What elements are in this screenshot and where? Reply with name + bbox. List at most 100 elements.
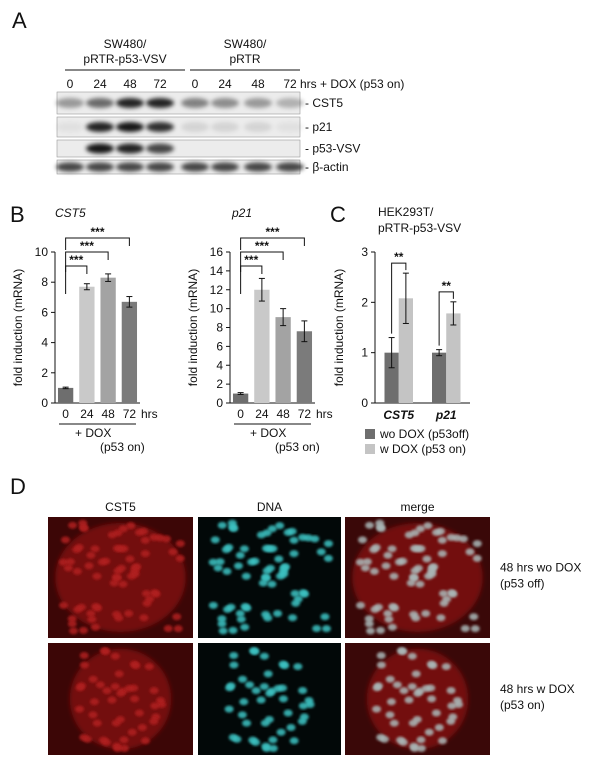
cell [355,558,365,566]
significance-bracket [240,251,284,272]
significance-bracket [65,237,130,250]
cell [411,670,421,678]
cell [172,613,182,621]
cell [75,684,85,692]
x-unit: hrs [316,407,333,421]
cell [268,744,278,752]
significance-label: *** [69,253,83,267]
y-tick-label: 6 [41,305,48,319]
y-axis-label: fold induction (mRNA) [11,269,25,386]
significance-bracket [65,265,88,294]
cell [470,625,480,633]
cell [399,687,409,695]
cell [150,589,160,597]
cell [358,536,368,544]
cell [150,702,160,710]
cell [119,736,129,744]
cell [381,562,391,570]
cell [265,545,275,553]
cell [428,662,438,670]
bar [432,352,447,403]
blot-band [181,122,209,132]
micrograph [48,643,193,755]
blot-strip [56,139,301,158]
lane-label: 48 [123,77,137,91]
cell [412,715,422,723]
x-unit: hrs [141,407,158,421]
cell [131,662,141,670]
cell [140,737,150,745]
blot-band [146,98,174,108]
y-tick-label: 16 [210,245,224,259]
cell [409,573,419,581]
micrograph [345,643,490,755]
cell [107,531,117,539]
blot-band [146,162,174,172]
cell [130,695,140,703]
lane-label: 24 [218,77,232,91]
cell [232,735,242,743]
cell [97,558,107,566]
y-axis-label: fold induction (mRNA) [332,269,346,386]
cell [273,610,283,618]
bar [296,331,313,403]
cell [114,614,124,622]
cell [63,564,73,572]
significance-bracket [391,262,407,334]
cell [293,663,303,671]
cell [238,675,248,683]
cell [411,614,421,622]
cell [233,562,243,570]
chart-title: CST5 [55,206,86,220]
panel-label: C [330,202,346,227]
cell [364,615,374,623]
cell [227,519,237,527]
cell [387,545,397,553]
cell [376,626,386,634]
cell [65,558,75,566]
cell [79,626,89,634]
cell [75,705,85,713]
blot-band [276,122,304,132]
cell [465,548,475,556]
y-tick-label: 0 [41,396,48,410]
blot-label: - p21 [305,120,333,134]
x-group-note: (p53 on) [100,440,145,454]
panel-label: B [10,202,25,227]
cell [290,589,300,597]
cell [389,719,399,727]
cell [236,615,246,623]
cell [371,543,381,551]
group-label: SW480/ [224,37,267,51]
y-tick-label: 4 [41,336,48,350]
cell [118,525,128,533]
cell [427,570,437,578]
cell [112,573,122,581]
cell [415,525,425,533]
cell [312,625,322,633]
cell [413,689,423,697]
cell [446,687,456,695]
bar [121,301,138,403]
group-label: pRTR-p53-VSV [83,52,166,66]
cell [126,522,136,530]
cell [283,709,293,717]
cell [217,521,227,529]
cell [360,564,370,572]
cell [116,564,126,572]
cell [372,684,382,692]
cell [256,531,266,539]
cell [223,605,233,613]
cell [276,728,286,736]
legend-swatch [365,429,375,439]
cell [118,580,128,588]
cell [447,702,457,710]
cell [89,698,99,706]
significance-label: *** [80,239,94,253]
cell [137,723,147,731]
cell [407,652,417,660]
cell [250,647,260,655]
cell [134,528,144,536]
cell [274,555,284,563]
x-tick-label: 0 [62,407,69,421]
